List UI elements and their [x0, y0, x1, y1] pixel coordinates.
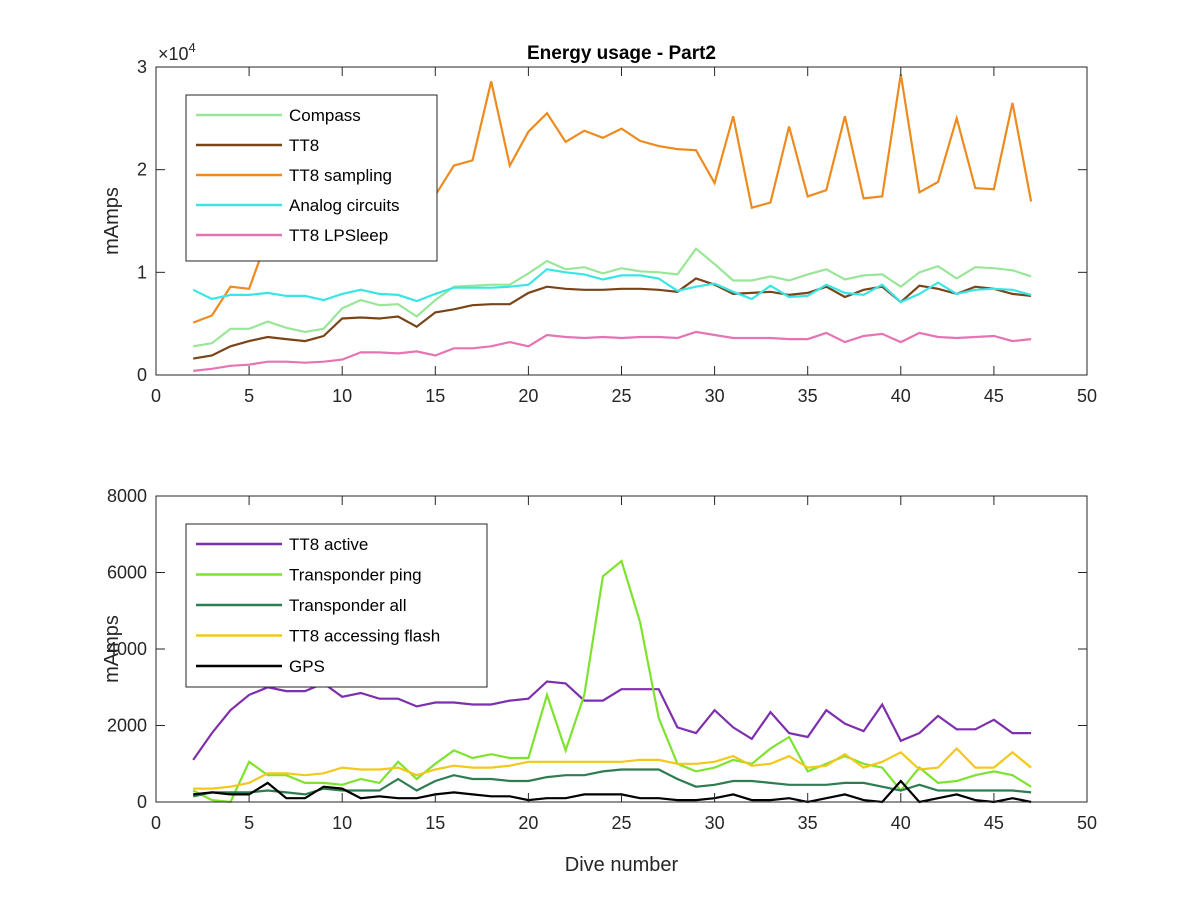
x-tick-label: 25 — [611, 386, 631, 406]
y-axis-label: mAmps — [101, 187, 123, 255]
legend-entry-label: Transponder ping — [289, 566, 422, 585]
series-line-compass — [193, 247, 1032, 348]
series-line-tt8-active — [192, 680, 1032, 761]
y-exponent-label: ×104 — [158, 40, 196, 64]
legend: TT8 active Transponder ping Transponder al… — [185, 523, 488, 688]
y-tick-label: 2000 — [107, 716, 147, 736]
series-line-tt8-lpsleep — [193, 330, 1032, 372]
x-tick-label: 25 — [611, 813, 631, 833]
x-tick-label: 10 — [332, 386, 352, 406]
x-tick-label: 45 — [984, 813, 1004, 833]
x-tick-label: 35 — [798, 813, 818, 833]
x-tick-label: 50 — [1077, 813, 1097, 833]
x-tick-label: 30 — [705, 386, 725, 406]
y-tick-label: 2 — [137, 160, 147, 180]
x-tick-label: 15 — [425, 813, 445, 833]
series-line-analog-circuits — [192, 268, 1032, 304]
series-line-tt8-accessing-flash — [193, 746, 1032, 790]
legend-entry-label: GPS — [289, 657, 325, 676]
x-tick-label: 20 — [518, 386, 538, 406]
series-line-transponder-all — [192, 768, 1032, 798]
legend-entry-label: TT8 accessing flash — [289, 627, 440, 646]
chart-title: Energy usage - Part2 — [527, 43, 716, 64]
series-line-transponder-ping — [192, 559, 1032, 804]
y-tick-label: 4000 — [107, 639, 147, 659]
legend-box — [185, 94, 438, 262]
legend: Compass TT8 TT8 sampling Analog circuits TT8… — [185, 94, 438, 262]
series-line-gps — [193, 779, 1032, 804]
y-tick-label: 0 — [137, 365, 147, 385]
legend-entry-label: Compass — [289, 106, 361, 125]
x-tick-label: 0 — [151, 813, 161, 833]
x-tick-label: 50 — [1077, 386, 1097, 406]
legend-entry-label: Analog circuits — [289, 196, 400, 215]
chart-panel-2: 0 5 10 15 20 25 30 35 40 45 50 0 2000 4000 6000 8000 mAm… — [101, 486, 1097, 876]
legend-entry-label: TT8 sampling — [289, 166, 392, 185]
legend-entry-label: TT8 LPSleep — [289, 226, 388, 245]
y-tick-label: 8000 — [107, 486, 147, 506]
x-tick-label: 10 — [332, 813, 352, 833]
y-tick-label: 3 — [137, 57, 147, 77]
y-axis-label: mAmps — [101, 615, 123, 683]
x-tick-label: 5 — [244, 813, 254, 833]
x-tick-label: 15 — [425, 386, 445, 406]
x-tick-label: 20 — [518, 813, 538, 833]
x-tick-label: 0 — [151, 386, 161, 406]
x-tick-label: 35 — [798, 386, 818, 406]
x-tick-label: 5 — [244, 386, 254, 406]
legend-entry-label: TT8 — [289, 136, 319, 155]
x-tick-label: 30 — [705, 813, 725, 833]
x-tick-label: 40 — [891, 386, 911, 406]
y-tick-label: 0 — [137, 792, 147, 812]
x-tick-label: 45 — [984, 386, 1004, 406]
y-tick-label: 1 — [137, 262, 147, 282]
x-axis-label: Dive number — [565, 854, 679, 876]
y-tick-label: 6000 — [107, 563, 147, 583]
legend-entry-label: Transponder all — [289, 596, 407, 615]
chart-panel-1: 0 5 10 15 20 25 30 35 40 45 50 0 1 2 3 ×104 Energy usage… — [101, 40, 1097, 406]
legend-entry-label: TT8 active — [289, 535, 368, 554]
x-tick-label: 40 — [891, 813, 911, 833]
